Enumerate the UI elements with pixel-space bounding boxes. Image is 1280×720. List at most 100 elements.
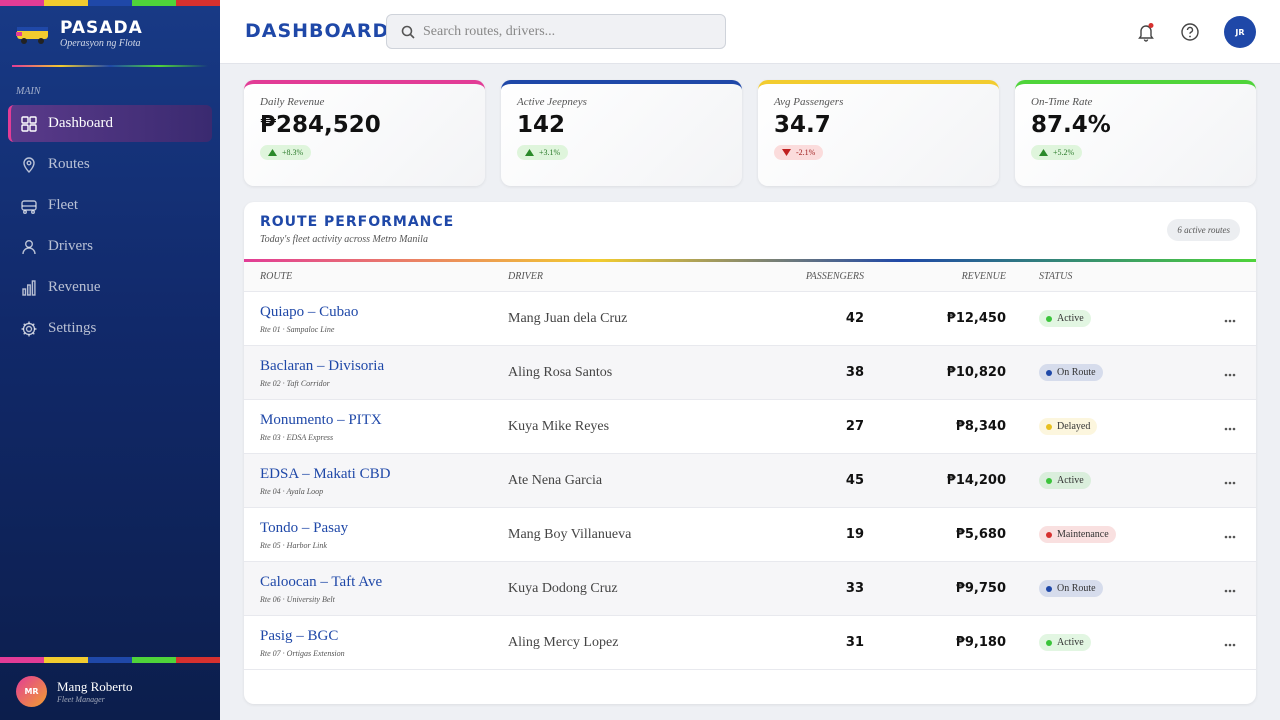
row-menu[interactable] (1224, 634, 1236, 652)
notifications-button[interactable] (1136, 22, 1156, 42)
status-pill: On Route (1039, 364, 1103, 381)
stat-value: 142 (517, 112, 566, 138)
driver: Kuya Dodong Cruz (508, 580, 618, 596)
stat-card: On-Time Rate 87.4% +5.2% (1015, 80, 1256, 186)
divider (12, 65, 208, 67)
nav-item[interactable]: Dashboard (8, 105, 212, 142)
table-subtitle: Today's fleet activity across Metro Mani… (260, 234, 428, 245)
sidebar: PASADA Operasyon ng Flota MAIN Dashboard R… (0, 0, 220, 720)
driver: Ate Nena Garcia (508, 472, 603, 488)
stat-change-text: +3.1% (539, 148, 561, 157)
revenue: ₱14,200 (946, 473, 1006, 488)
row-menu[interactable] (1224, 472, 1236, 490)
table-row: Tondo – Pasay Rte 05 · Harbor Link Mang Bo… (244, 508, 1256, 562)
route-name[interactable]: Baclaran – Divisoria (260, 357, 385, 374)
row-menu[interactable] (1224, 418, 1236, 436)
row-menu[interactable] (1224, 364, 1236, 382)
menu-dots (1224, 589, 1236, 592)
table-row: Quiapo – Cubao Rte 01 · Sampaloc Line Mang… (244, 292, 1256, 346)
menu-dots (1224, 535, 1236, 538)
route-cell: Quiapo – Cubao Rte 01 · Sampaloc Line (260, 304, 358, 334)
status-dot (1046, 531, 1052, 538)
search-box[interactable]: Search routes, drivers... (386, 14, 726, 49)
passengers: 27 (845, 419, 864, 434)
route-name[interactable]: Tondo – Pasay (260, 519, 349, 536)
stat-change: +5.2% (1031, 145, 1083, 160)
passengers: 42 (845, 311, 864, 326)
user-avatar[interactable]: JR (1224, 16, 1256, 48)
revenue: ₱10,820 (946, 365, 1006, 380)
table-title: ROUTE PERFORMANCE (260, 214, 455, 230)
driver: Aling Rosa Santos (508, 364, 613, 380)
stat-card: Avg Passengers 34.7 -2.1% (758, 80, 999, 186)
menu-dots (1224, 373, 1236, 376)
stat-label: Avg Passengers (774, 96, 844, 108)
stat-label: Daily Revenue (260, 96, 325, 108)
status-text: Active (1057, 637, 1084, 648)
route-name[interactable]: Pasig – BGC (260, 627, 339, 644)
stat-change-text: +8.3% (282, 148, 304, 157)
row-menu[interactable] (1224, 526, 1236, 544)
nav-label: Fleet (48, 197, 78, 213)
user-name: Mang Roberto (57, 679, 133, 694)
route-name[interactable]: EDSA – Makati CBD (260, 465, 391, 482)
status-text: On Route (1057, 583, 1096, 594)
status-pill: Active (1039, 634, 1091, 651)
route-code: Rte 02 · Taft Corridor (260, 378, 330, 388)
stat-value: 34.7 (774, 112, 831, 138)
table-row: EDSA – Makati CBD Rte 04 · Ayala Loop Ate … (244, 454, 1256, 508)
revenue: ₱5,680 (955, 527, 1006, 542)
status-pill: Delayed (1039, 418, 1098, 435)
search-placeholder: Search routes, drivers... (423, 23, 556, 39)
passengers: 45 (845, 473, 864, 488)
route-name[interactable]: Quiapo – Cubao (260, 303, 359, 320)
stat-value: 87.4% (1031, 112, 1111, 138)
status-text: Delayed (1057, 421, 1091, 432)
trend-arrow (525, 149, 534, 156)
table-row: Monumento – PITX Rte 03 · EDSA Express Kuy… (244, 400, 1256, 454)
route-code: Rte 07 · Ortigas Extension (260, 648, 345, 658)
route-cell: Baclaran – Divisoria Rte 02 · Taft Corrid… (260, 358, 384, 388)
jeepney-logo (16, 26, 48, 44)
trend-arrow (1039, 149, 1048, 156)
stat-label: On-Time Rate (1031, 96, 1093, 108)
passengers: 19 (845, 527, 864, 542)
route-code: Rte 06 · University Belt (260, 594, 335, 604)
nav-label: Routes (48, 156, 90, 172)
driver: Kuya Mike Reyes (508, 418, 610, 434)
status-dot (1046, 423, 1052, 430)
route-table: ROUTE PERFORMANCE Today's fleet activity… (244, 202, 1256, 704)
route-name[interactable]: Monumento – PITX (260, 411, 382, 428)
tagline: Operasyon ng Flota (60, 38, 141, 49)
status-dot (1046, 639, 1052, 646)
row-menu[interactable] (1224, 310, 1236, 328)
nav-item[interactable]: Revenue (8, 269, 212, 306)
nav-label: Settings (48, 320, 97, 336)
nav-icon (21, 115, 37, 132)
user-card[interactable]: MR Mang Roberto Fleet Manager (16, 676, 132, 707)
page-title: DASHBOARD (245, 20, 390, 42)
route-code: Rte 01 · Sampaloc Line (260, 324, 335, 334)
nav-item[interactable]: Settings (8, 310, 212, 347)
stat-change: -2.1% (774, 145, 824, 160)
driver: Mang Juan dela Cruz (508, 310, 628, 326)
nav-icon (22, 239, 36, 254)
nav-item[interactable]: Routes (8, 146, 212, 183)
column-header: DRIVER (508, 271, 543, 282)
brand-name: PASADA (60, 18, 143, 38)
column-header: ROUTE (260, 271, 293, 282)
nav-item[interactable]: Fleet (8, 187, 212, 224)
nav-label: Revenue (48, 279, 101, 295)
row-menu[interactable] (1224, 580, 1236, 598)
stat-change-text: -2.1% (796, 148, 816, 157)
stat-value: ₱284,520 (260, 112, 381, 138)
driver: Mang Boy Villanueva (508, 526, 632, 542)
help-button[interactable] (1180, 22, 1200, 42)
nav-icon (22, 279, 36, 296)
route-name[interactable]: Caloocan – Taft Ave (260, 573, 383, 590)
stat-change: +8.3% (260, 145, 312, 160)
route-cell: Monumento – PITX Rte 03 · EDSA Express (260, 412, 382, 442)
nav-item[interactable]: Drivers (8, 228, 212, 265)
status-pill: Active (1039, 310, 1091, 327)
